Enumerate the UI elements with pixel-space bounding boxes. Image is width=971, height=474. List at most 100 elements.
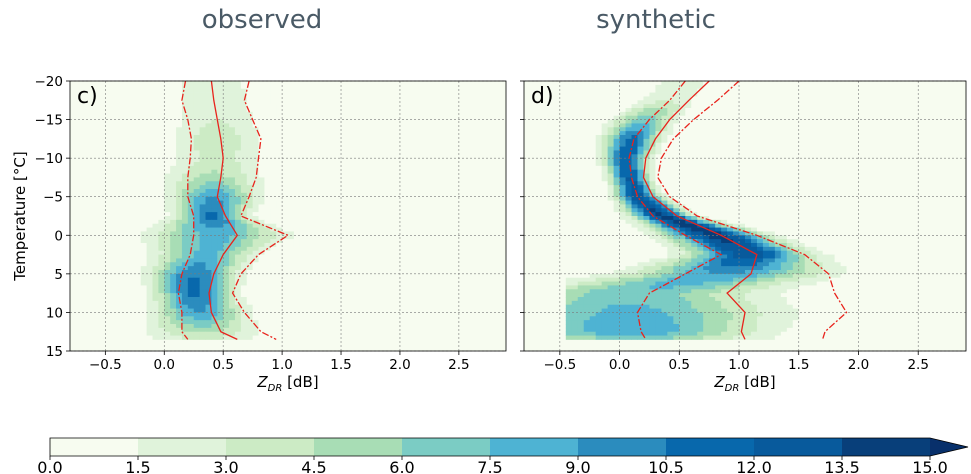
heatmap-cell — [649, 216, 656, 221]
plot-frame-observed — [69, 80, 507, 352]
heatmap-cell — [211, 108, 218, 113]
heatmap-cell — [152, 289, 159, 294]
heatmap-cell — [649, 81, 656, 86]
heatmap-cell — [679, 304, 686, 309]
heatmap-cell — [577, 277, 585, 282]
heatmap-cell — [691, 285, 698, 290]
heatmap-cell — [739, 316, 746, 321]
heatmap-cell — [234, 258, 242, 263]
heatmap-cell — [661, 212, 668, 217]
heatmap-cell — [661, 223, 668, 228]
heatmap-cell — [217, 158, 224, 163]
heatmap-cell — [199, 239, 206, 244]
heatmap-cell — [589, 277, 597, 282]
heatmap-cell — [822, 246, 830, 252]
heatmap-cell — [786, 235, 794, 240]
heatmap-cell — [217, 104, 224, 109]
heatmap-cell — [727, 254, 734, 259]
heatmap-cell — [649, 304, 656, 309]
heatmap-cell — [673, 250, 680, 255]
heatmap-cell — [625, 297, 632, 302]
heatmap-cell — [258, 154, 265, 159]
heatmap-cell — [199, 111, 206, 117]
heatmap-cell — [607, 108, 614, 113]
heatmap-cell — [158, 88, 165, 93]
heatmap-cell — [607, 297, 614, 302]
heatmap-cell — [199, 250, 206, 255]
heatmap-cell — [792, 320, 800, 325]
heatmap-cell — [199, 277, 206, 282]
heatmap-cell — [643, 254, 650, 259]
heatmap-cell — [205, 250, 212, 255]
heatmap-cell — [816, 281, 824, 286]
heatmap-cell — [792, 304, 800, 309]
heatmap-cell — [798, 258, 806, 263]
heatmap-cell — [768, 300, 776, 306]
heatmap-cell — [181, 127, 189, 132]
heatmap-cell — [703, 331, 710, 336]
heatmap-cell — [631, 204, 638, 209]
heatmap-cell — [780, 308, 788, 313]
heatmap-cell — [852, 277, 859, 282]
heatmap-cell — [240, 223, 248, 228]
heatmap-cell — [756, 254, 764, 259]
heatmap-cell — [655, 88, 662, 93]
heatmap-cell — [217, 181, 224, 186]
heatmap-cell — [607, 192, 614, 198]
heatmap-cell — [229, 300, 236, 306]
heatmap-cell — [264, 335, 271, 340]
heatmap-cell — [577, 273, 585, 279]
heatmap-cell — [211, 254, 218, 259]
heatmap-cell — [643, 235, 650, 240]
heatmap-cell — [631, 200, 638, 205]
heatmap-cell — [205, 154, 212, 159]
heatmap-cell — [822, 297, 830, 302]
heatmap-cell — [246, 254, 254, 259]
heatmap-cell — [715, 304, 722, 309]
heatmap-cell — [691, 81, 698, 86]
heatmap-cell — [643, 335, 650, 340]
heatmap-cell — [733, 227, 740, 232]
heatmap-cell — [655, 316, 662, 321]
heatmap-cell — [577, 297, 585, 302]
heatmap-cell — [673, 304, 680, 309]
heatmap-cell — [733, 273, 740, 279]
heatmap-cell — [211, 169, 218, 174]
heatmap-cell — [211, 297, 218, 302]
heatmap-cell — [589, 335, 597, 340]
heatmap-cell — [134, 320, 142, 325]
heatmap-cell — [655, 231, 662, 236]
heatmap-cell — [673, 119, 680, 124]
heatmap-cell — [276, 327, 283, 333]
heatmap-cell — [205, 254, 212, 259]
heatmap-cell — [246, 262, 254, 267]
heatmap-cell — [146, 331, 153, 336]
heatmap-cell — [822, 250, 830, 255]
heatmap-cell — [589, 297, 597, 302]
heatmap-cell — [852, 258, 859, 263]
heatmap-cell — [846, 270, 853, 275]
heatmap-cell — [607, 173, 614, 178]
heatmap-cell — [258, 150, 265, 155]
heatmap-cell — [205, 162, 212, 167]
heatmap-cell — [852, 273, 859, 279]
heatmap-cell — [637, 270, 644, 275]
heatmap-cell — [774, 231, 782, 236]
heatmap-cell — [721, 250, 728, 255]
heatmap-cell — [673, 300, 680, 306]
heatmap-cell — [170, 243, 177, 248]
heatmap-cell — [703, 231, 710, 236]
heatmap-cell — [750, 293, 758, 298]
heatmap-cell — [276, 135, 283, 140]
heatmap-cell — [229, 81, 236, 86]
heatmap-cell — [264, 127, 271, 132]
heatmap-cell — [619, 289, 626, 294]
heatmap-cell — [721, 81, 728, 86]
heatmap-cell — [697, 304, 704, 309]
heatmap-cell — [246, 154, 254, 159]
heatmap-cell — [613, 115, 620, 120]
heatmap-cell — [589, 135, 597, 140]
heatmap-cell — [199, 162, 206, 167]
panel-label-c: c) — [77, 84, 98, 109]
heatmap-cell — [792, 293, 800, 298]
